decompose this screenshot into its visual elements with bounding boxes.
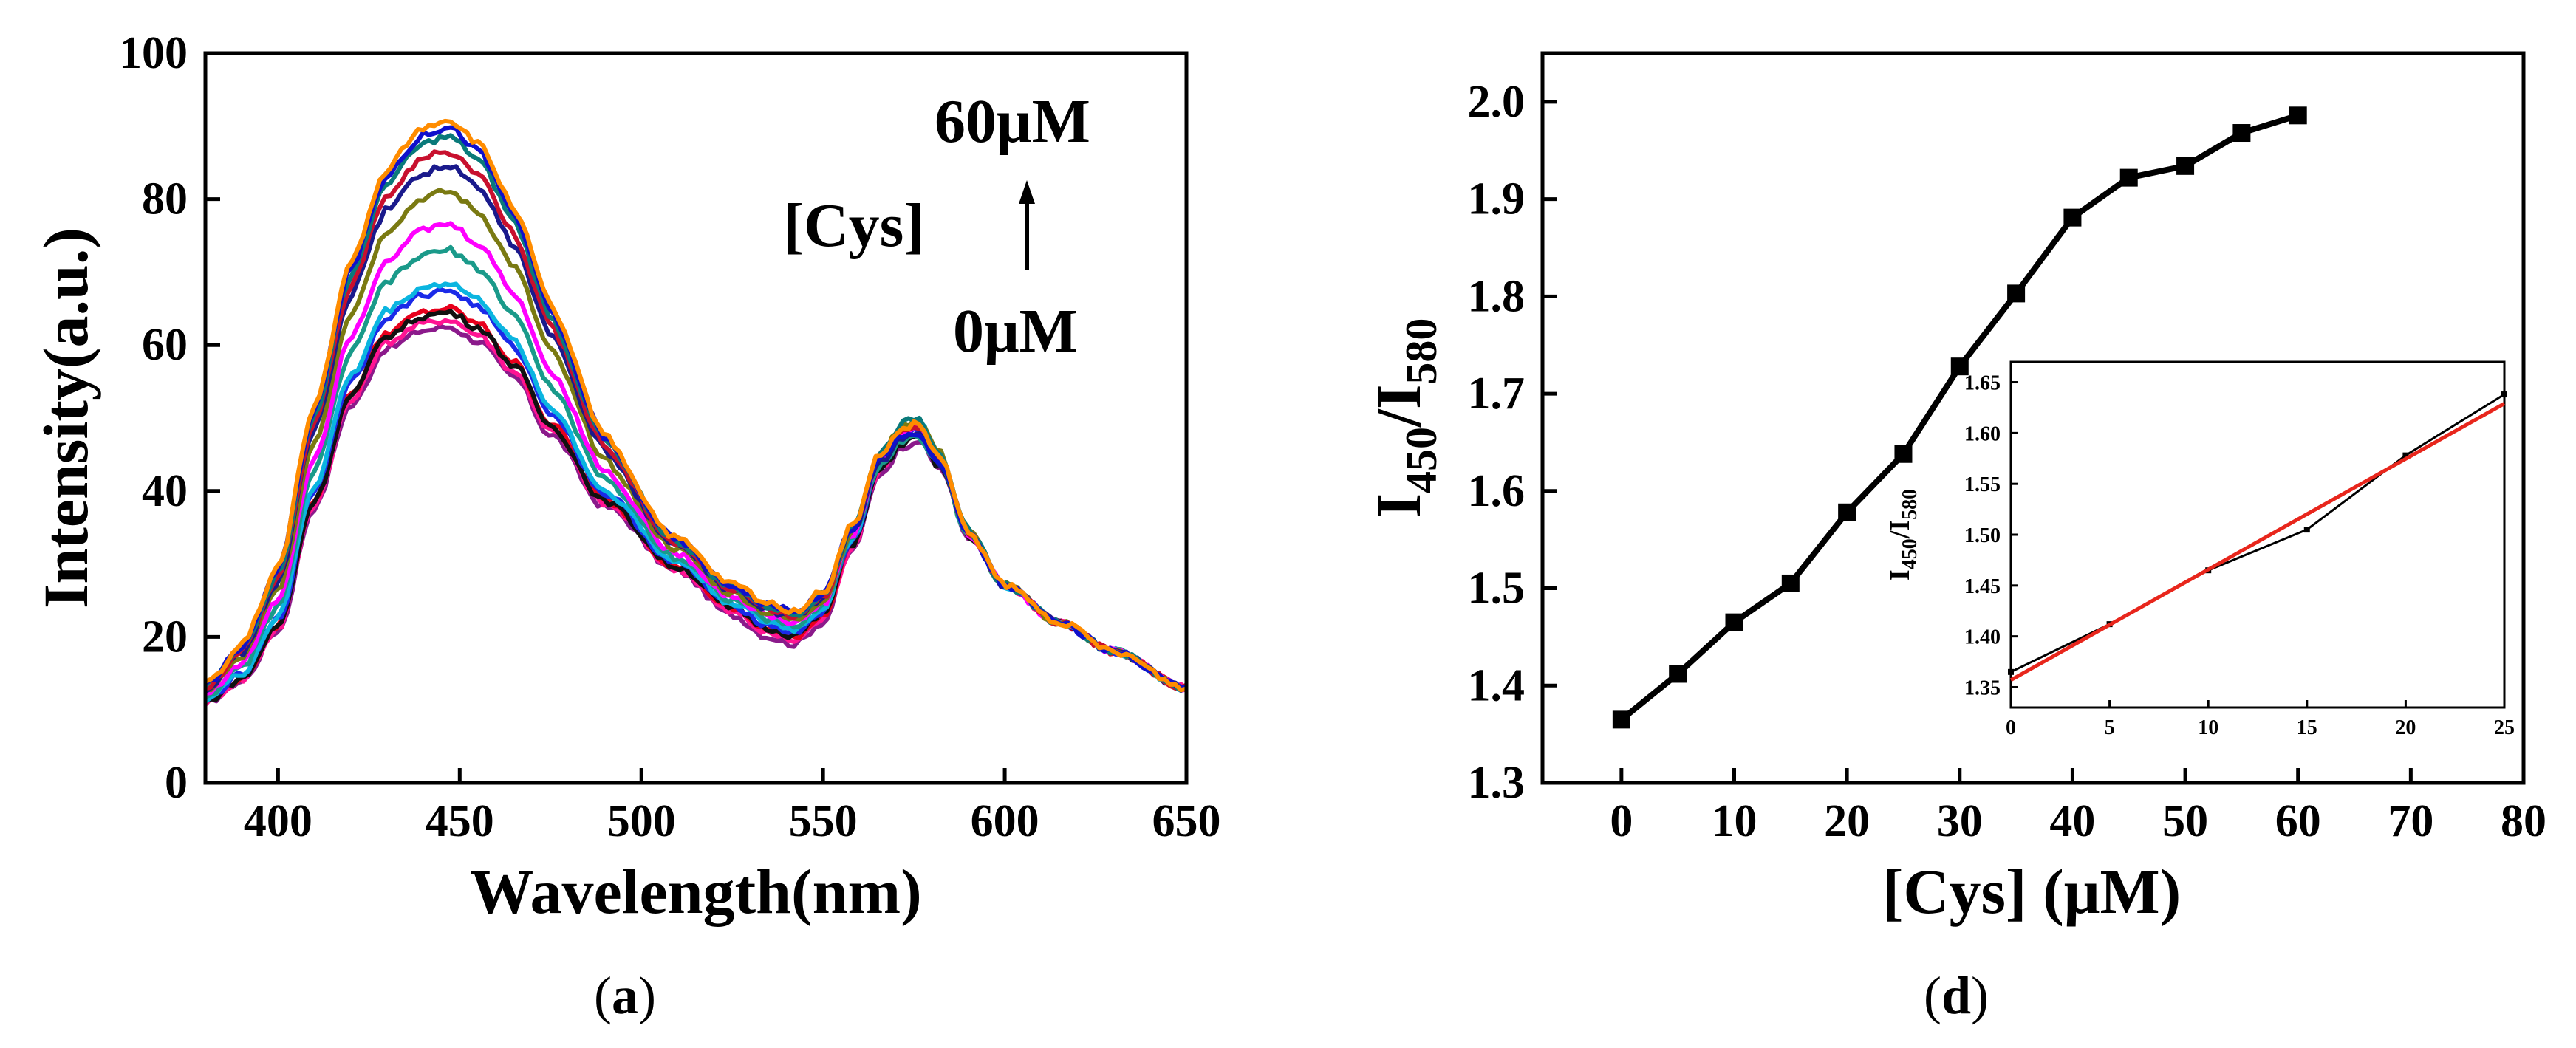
inset-series [2008,391,2507,682]
panel-a-x-ticks: 400 450 500 550 600 650 [244,768,1221,846]
ratio-point [1950,357,1969,376]
annotation-top-concentration: 60μM [935,87,1090,156]
ratio-point [1725,613,1743,631]
panel-a-plot-frame [203,51,1189,785]
panel-d-x-tick-label: 10 [1711,796,1757,846]
inset-y-tick-label: 1.65 [1964,372,2001,395]
arrow-up-icon [1019,180,1035,270]
ratio-point [2063,208,2082,227]
panel-a-y-axis-title: Intensity(a.u.) [30,227,101,609]
panel-a-caption: (a) [594,966,656,1025]
inset-x-tick-label: 10 [2198,716,2218,739]
ratio-point [1669,665,1687,683]
ratio-point [1838,503,1856,521]
spectrum-line-0μm [205,323,1188,704]
panel-d-x-tick-label: 80 [2501,796,2546,846]
ratio-point [2289,106,2307,125]
inset-chart: 0 5 10 15 20 25 1.351.401.451.501.551.601.65 … [1885,360,2515,739]
panel-a-y-ticks: 0 20 40 60 80 100 [119,28,220,808]
inset-x-tick-label: 20 [2395,716,2416,739]
inset-y-tick-label: 1.60 [1964,422,2001,445]
ratio-series [1612,106,2307,729]
panel-d-x-axis-title: [Cys] (μM) [1882,856,2182,927]
inset-x-tick-label: 15 [2297,716,2317,739]
panel-d-y-tick-label: 1.3 [1468,758,1526,808]
panel-d-x-ticks: 0 10 20 30 40 50 60 70 80 [1610,768,2546,846]
panel-d-y-tick-label: 1.4 [1468,660,1526,710]
inset-x-tick-label: 5 [2105,716,2115,739]
inset-point [2303,527,2310,533]
inset-x-ticks: 0 5 10 15 20 25 [2006,700,2515,739]
panel-a-x-tick-label: 500 [607,796,676,846]
ratio-point [1894,445,1913,463]
panel-a-y-tick-label: 20 [142,612,188,662]
inset-x-tick-label: 25 [2494,716,2515,739]
panel-a-y-tick-label: 80 [142,174,188,225]
panel-a-x-axis-title: Wavelength(nm) [470,856,922,927]
panel-d-y-tick-label: 1.6 [1468,466,1526,516]
panel-d-y-tick-label: 1.5 [1468,564,1526,614]
panel-d-chart: 0 10 20 30 40 50 60 70 80 1.31.41.51.61.71.81.92… [1363,51,2546,927]
annotation-bottom-concentration: 0μM [953,297,1078,366]
inset-y-axis-title: I450/I580 [1885,489,1921,580]
panel-a-y-tick-label: 0 [165,758,188,808]
inset-y-tick-label: 1.55 [1964,473,2001,496]
ratio-point [2176,157,2195,175]
ratio-point [2119,168,2138,187]
inset-y-tick-label: 1.40 [1964,626,2001,649]
ratio-point [1612,710,1630,729]
inset-plot-frame [2009,360,2506,709]
panel-d-y-tick-label: 1.9 [1468,174,1526,225]
inset-y-ticks: 1.35 1.40 1.45 1.50 1.55 1.60 1.65 [1964,372,2018,699]
ratio-point [2232,124,2251,143]
panel-d-x-tick-label: 30 [1937,796,1983,846]
spectrum-line-15μm [205,309,1188,703]
ratio-point [2007,284,2026,303]
panel-d-x-tick-label: 70 [2388,796,2433,846]
panel-d-x-tick-label: 50 [2162,796,2208,846]
inset-point [2501,391,2507,398]
panel-d-x-tick-label: 40 [2049,796,2095,846]
panel-d-y-tick-label: 2.0 [1468,77,1526,127]
panel-a-x-tick-label: 400 [244,796,312,846]
panel-a-x-tick-label: 650 [1152,796,1221,846]
panel-a-y-tick-label: 100 [119,28,188,78]
inset-x-tick-label: 0 [2006,716,2016,739]
spectrum-line-60μm [204,118,1187,693]
panel-d-y-tick-label: 1.7 [1468,369,1526,419]
annotation-cys-label: [Cys] [783,191,924,260]
inset-point [2402,452,2409,459]
inset-y-tick-label: 1.50 [1964,524,2001,547]
panel-a-y-tick-label: 40 [142,466,188,516]
panel-d-y-axis-title: I450/I580 [1363,318,1446,518]
inset-y-tick-label: 1.45 [1964,575,2001,598]
panel-a-y-tick-label: 60 [142,320,188,370]
panel-d-caption: (d) [1924,966,1989,1025]
panel-d-y-ticks: 1.3 1.4 1.5 1.6 1.7 1.8 1.9 2.0 [1468,77,1557,808]
panel-d-y-tick-label: 1.8 [1468,271,1526,321]
panel-a-chart: 400 450 500 550 600 650 0 20 40 60 80 100 Waveleng… [30,28,1221,927]
ratio-point [1781,574,1800,592]
panel-d-x-tick-label: 0 [1610,796,1633,846]
inset-fit-line [2009,402,2506,682]
panel-d-plot-frame [1540,51,2526,785]
panel-d-x-tick-label: 60 [2275,796,2321,846]
inset-point [2008,668,2014,675]
spectra-series-group [203,118,1189,707]
panel-a-x-tick-label: 550 [789,796,858,846]
panel-a-x-tick-label: 450 [426,796,494,846]
panel-a-x-tick-label: 600 [971,796,1039,846]
panel-d-x-tick-label: 20 [1824,796,1870,846]
inset-y-tick-label: 1.35 [1964,677,2001,699]
